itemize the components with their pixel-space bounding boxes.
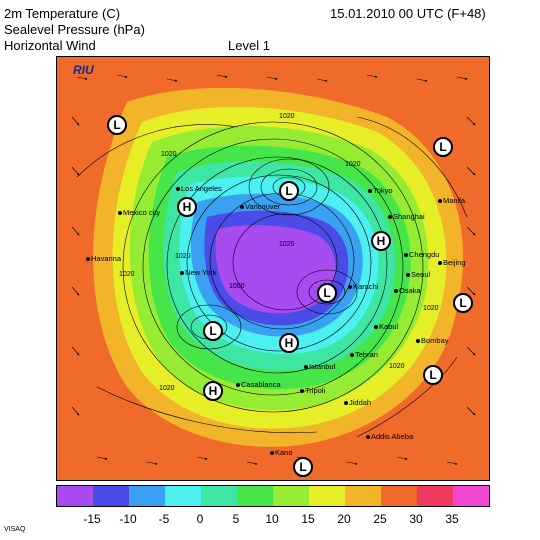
city-label: Osaka — [394, 286, 421, 295]
riu-logo: RIU — [73, 63, 94, 77]
colorbar-tick-label: -5 — [158, 512, 170, 526]
colorbar-swatch — [453, 486, 489, 506]
isobars — [76, 116, 468, 438]
isobar-label: 1020 — [119, 271, 135, 278]
title-temperature: 2m Temperature (C) — [4, 6, 121, 21]
colorbar-tick-label: 10 — [265, 512, 279, 526]
colorbar-swatch — [237, 486, 273, 506]
city-label: Kabul — [373, 322, 399, 331]
colorbar-swatch — [93, 486, 129, 506]
city-label: Havanna — [85, 254, 122, 263]
city-label: Tripoli — [299, 386, 326, 395]
city-label: Tehran — [350, 350, 378, 359]
isobar-label: 1000 — [229, 283, 245, 290]
city-label: Casablanca — [236, 380, 281, 389]
colorbar-tick-label: 15 — [301, 512, 315, 526]
low-pressure-center: L — [453, 293, 473, 313]
low-pressure-center: L — [203, 321, 223, 341]
isobar-label: 1020 — [175, 253, 191, 260]
city-label: Mexico city — [117, 208, 161, 217]
city-label: Karachi — [347, 282, 379, 291]
low-pressure-center: L — [293, 457, 313, 477]
low-pressure-center: L — [423, 365, 443, 385]
colorbar-swatch — [417, 486, 453, 506]
colorbar-swatch — [165, 486, 201, 506]
city-label: New York — [180, 268, 217, 277]
colorbar-tick-label: 0 — [196, 512, 204, 526]
temperature-colorbar — [56, 485, 490, 507]
colorbar-tick-label: 5 — [232, 512, 240, 526]
colorbar-swatch — [201, 486, 237, 506]
colorbar-swatch — [273, 486, 309, 506]
isobar-label: 1020 — [345, 161, 361, 168]
high-pressure-center: H — [371, 231, 391, 251]
colorbar-tick-label: -10 — [119, 512, 137, 526]
low-pressure-center: L — [107, 115, 127, 135]
colorbar-tick-label: -15 — [83, 512, 101, 526]
isobar-label: 1020 — [279, 241, 295, 248]
city-label: Vancouver — [239, 202, 281, 211]
city-label: Istanbul — [303, 362, 336, 371]
colorbar-tick-label: 35 — [445, 512, 459, 526]
isobar-label: 1020 — [279, 113, 295, 120]
city-label: Shanghai — [388, 212, 425, 221]
city-label: Kano — [270, 448, 293, 457]
forecast-datetime: 15.01.2010 00 UTC (F+48) — [330, 6, 486, 21]
city-label: Addis Abeba — [365, 432, 414, 441]
level-label: Level 1 — [228, 38, 270, 53]
city-label: Beijing — [438, 258, 466, 267]
title-pressure: Sealevel Pressure (hPa) — [4, 22, 145, 37]
isobar-label: 1020 — [389, 363, 405, 370]
low-pressure-center: L — [433, 137, 453, 157]
colorbar-tick-label: 20 — [337, 512, 351, 526]
low-pressure-center: L — [317, 283, 337, 303]
colorbar-swatch — [57, 486, 93, 506]
isobar-label: 1020 — [161, 151, 177, 158]
high-pressure-center: H — [203, 381, 223, 401]
colorbar-swatch — [129, 486, 165, 506]
city-label: Los Angeles — [176, 184, 222, 193]
temperature-field — [57, 57, 489, 480]
footer-credit: VISAQ — [4, 526, 26, 533]
city-label: Seoul — [405, 270, 431, 279]
city-label: Chengdu — [403, 250, 440, 259]
colorbar-tick-label: 30 — [409, 512, 423, 526]
colorbar-ticks: -15 -10 -5 0 5 10 15 20 25 30 35 — [56, 512, 488, 528]
low-pressure-center: L — [279, 181, 299, 201]
colorbar-tick-label: 25 — [373, 512, 387, 526]
city-label: Manila — [437, 196, 466, 205]
temp-band-minus15 — [215, 225, 336, 314]
city-label: Jiddah — [343, 398, 372, 407]
high-pressure-center: H — [279, 333, 299, 353]
isobar-label: 1020 — [423, 305, 439, 312]
colorbar-swatch — [345, 486, 381, 506]
isobar-label: 1020 — [159, 385, 175, 392]
city-label: Bombay — [416, 336, 449, 345]
city-label: Tokyo — [368, 186, 393, 195]
high-pressure-center: H — [177, 197, 197, 217]
colorbar-swatch — [309, 486, 345, 506]
map-panel: RIU Los Angeles Vancouver Mexico city Ha… — [56, 56, 490, 481]
colorbar-swatch — [381, 486, 417, 506]
wind-vectors — [71, 74, 476, 465]
title-wind: Horizontal Wind — [4, 38, 96, 53]
